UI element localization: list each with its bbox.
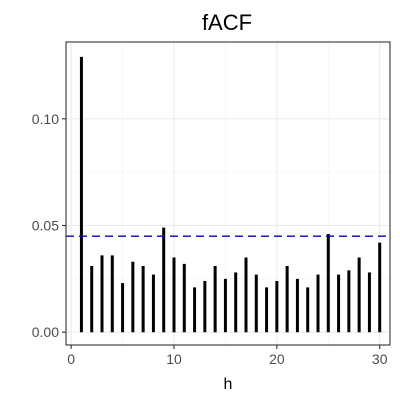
- y-tick-label: 0.05: [32, 218, 59, 234]
- acf-bars: [79, 56, 382, 333]
- panel-background: [66, 42, 390, 345]
- y-axis: 0.00 0.05 0.10: [32, 111, 66, 340]
- x-tick-label: 10: [166, 351, 182, 367]
- chart-title: fACF: [202, 10, 252, 35]
- x-tick-label: 0: [67, 351, 75, 367]
- x-axis: 0 10 20 30: [67, 345, 388, 367]
- panel-border: [65, 41, 391, 346]
- x-tick-label: 30: [372, 351, 388, 367]
- y-tick-label: 0.00: [32, 324, 59, 340]
- plot-panel: [65, 41, 391, 346]
- y-tick-label: 0.10: [32, 111, 59, 127]
- x-axis-title: h: [224, 376, 233, 393]
- x-tick-label: 20: [269, 351, 285, 367]
